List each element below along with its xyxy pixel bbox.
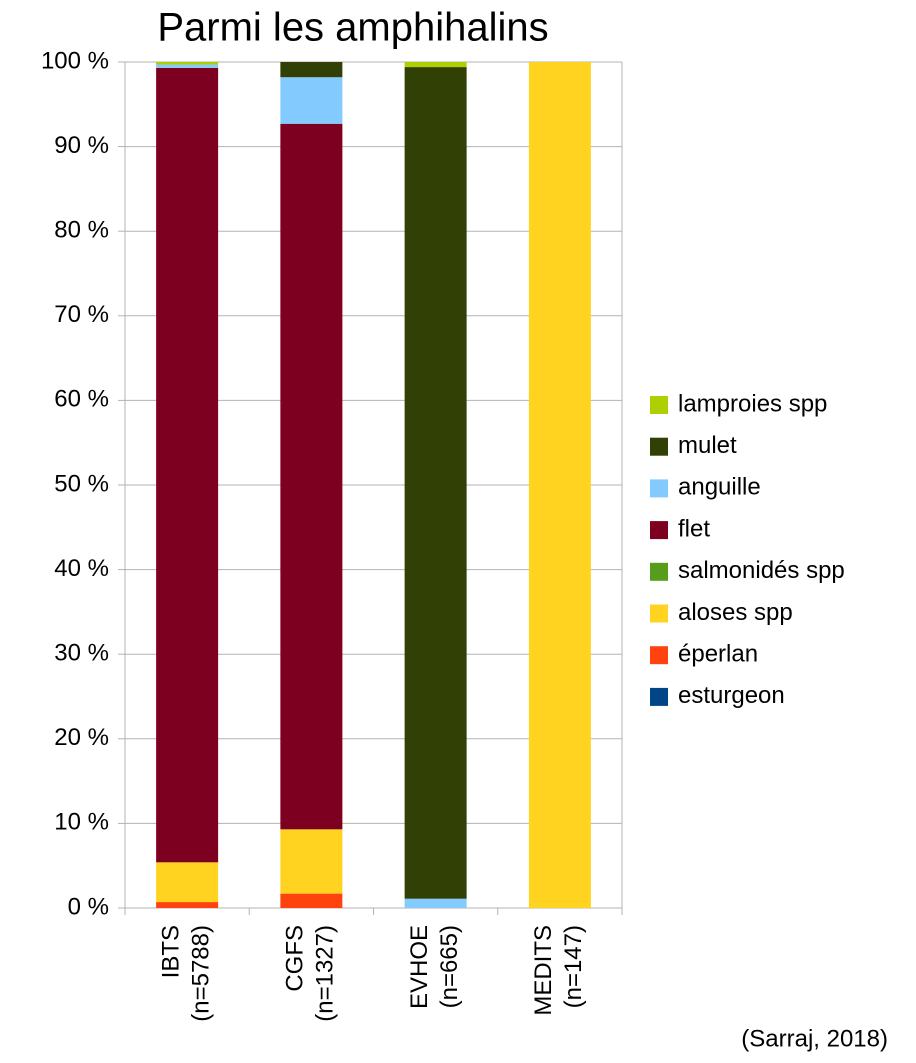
x-tick-label: IBTS [157, 925, 184, 978]
y-tick-label: 20 % [54, 724, 109, 751]
legend-swatch [650, 479, 668, 498]
annotation: (Sarraj, 2018) [741, 1025, 888, 1052]
legend-label: salmonidés spp [678, 557, 845, 584]
y-tick-label: 80 % [54, 217, 109, 244]
x-tick-label: (n=5788) [187, 925, 214, 1022]
legend-swatch [650, 687, 668, 706]
y-tick-label: 10 % [54, 809, 109, 836]
bar-segment [280, 62, 343, 78]
y-tick-label: 70 % [54, 301, 109, 328]
bar-segment [280, 893, 343, 908]
bar-segment [404, 67, 467, 899]
legend-label: esturgeon [678, 682, 785, 709]
y-tick-label: 50 % [54, 470, 109, 497]
bar-segment [404, 898, 467, 908]
bar-segment [156, 62, 219, 65]
y-tick-label: 40 % [54, 555, 109, 582]
legend-label: éperlan [678, 641, 758, 668]
bar-segment [156, 902, 219, 908]
legend-label: flet [678, 515, 710, 542]
chart-title: Parmi les amphihalins [157, 6, 548, 50]
bar-segment [156, 64, 219, 68]
x-tick-label: (n=147) [560, 925, 587, 1008]
legend-swatch [650, 646, 668, 665]
x-tick-label: EVHOE [406, 925, 433, 1009]
x-tick-label: (n=1327) [312, 925, 339, 1022]
legend-label: anguille [678, 474, 761, 501]
x-tick-label: CGFS [282, 925, 309, 992]
legend-label: aloses spp [678, 599, 793, 626]
bar-segment [156, 862, 219, 903]
y-tick-label: 0 % [68, 893, 109, 920]
y-tick-label: 30 % [54, 640, 109, 667]
bar-segment [280, 829, 343, 894]
y-tick-label: 60 % [54, 386, 109, 413]
bar-segment [528, 62, 591, 908]
y-tick-label: 100 % [41, 47, 109, 74]
legend-swatch [650, 437, 668, 456]
bar-segment [156, 67, 219, 863]
legend-label: lamproies spp [678, 390, 827, 417]
y-tick-label: 90 % [54, 132, 109, 159]
legend-label: mulet [678, 432, 737, 459]
legend-swatch [650, 604, 668, 623]
x-tick-label: (n=665) [436, 925, 463, 1008]
legend-swatch [650, 396, 668, 414]
legend-swatch [650, 521, 668, 540]
x-tick-label: MEDITS [530, 925, 557, 1016]
bar-segment [404, 62, 467, 68]
legend-swatch [650, 562, 668, 581]
bar-segment [280, 77, 343, 124]
bar-segment [280, 123, 343, 830]
